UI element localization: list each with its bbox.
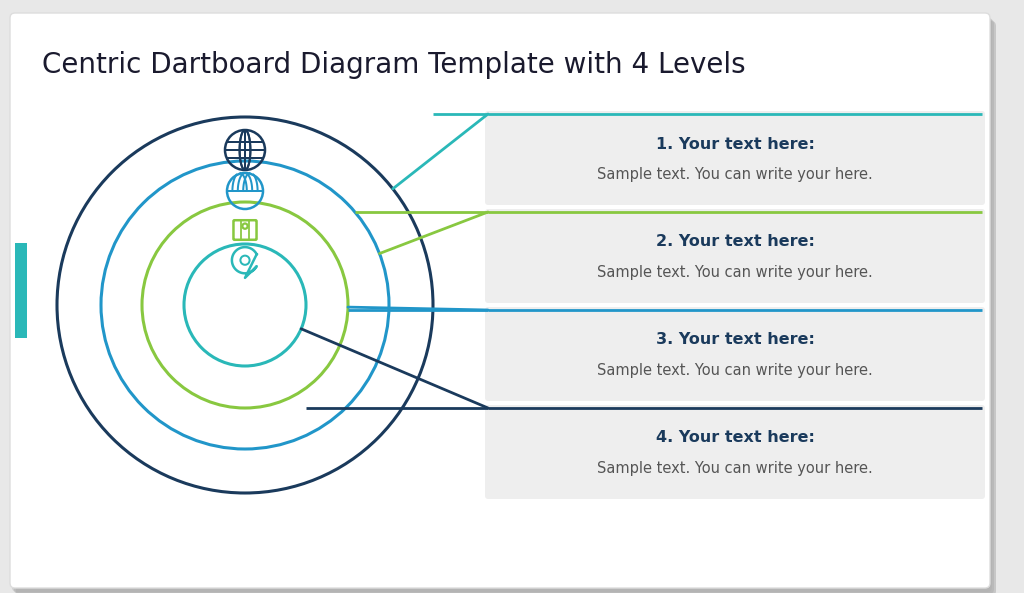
FancyBboxPatch shape [16, 21, 996, 593]
Text: 2. Your text here:: 2. Your text here: [655, 234, 814, 250]
Text: 1. Your text here:: 1. Your text here: [655, 136, 814, 151]
FancyBboxPatch shape [485, 307, 985, 401]
Text: Centric Dartboard Diagram Template with 4 Levels: Centric Dartboard Diagram Template with … [42, 51, 745, 79]
FancyBboxPatch shape [485, 405, 985, 499]
Text: Sample text. You can write your here.: Sample text. You can write your here. [597, 266, 872, 280]
Text: Sample text. You can write your here.: Sample text. You can write your here. [597, 364, 872, 378]
Text: Sample text. You can write your here.: Sample text. You can write your here. [597, 167, 872, 183]
Bar [15, 243, 27, 338]
FancyBboxPatch shape [485, 111, 985, 205]
Text: 4. Your text here:: 4. Your text here: [655, 431, 814, 445]
Text: 3. Your text here:: 3. Your text here: [655, 333, 814, 347]
FancyBboxPatch shape [14, 19, 994, 593]
Text: Sample text. You can write your here.: Sample text. You can write your here. [597, 461, 872, 477]
FancyBboxPatch shape [10, 13, 990, 588]
FancyBboxPatch shape [12, 17, 992, 592]
FancyBboxPatch shape [485, 209, 985, 303]
